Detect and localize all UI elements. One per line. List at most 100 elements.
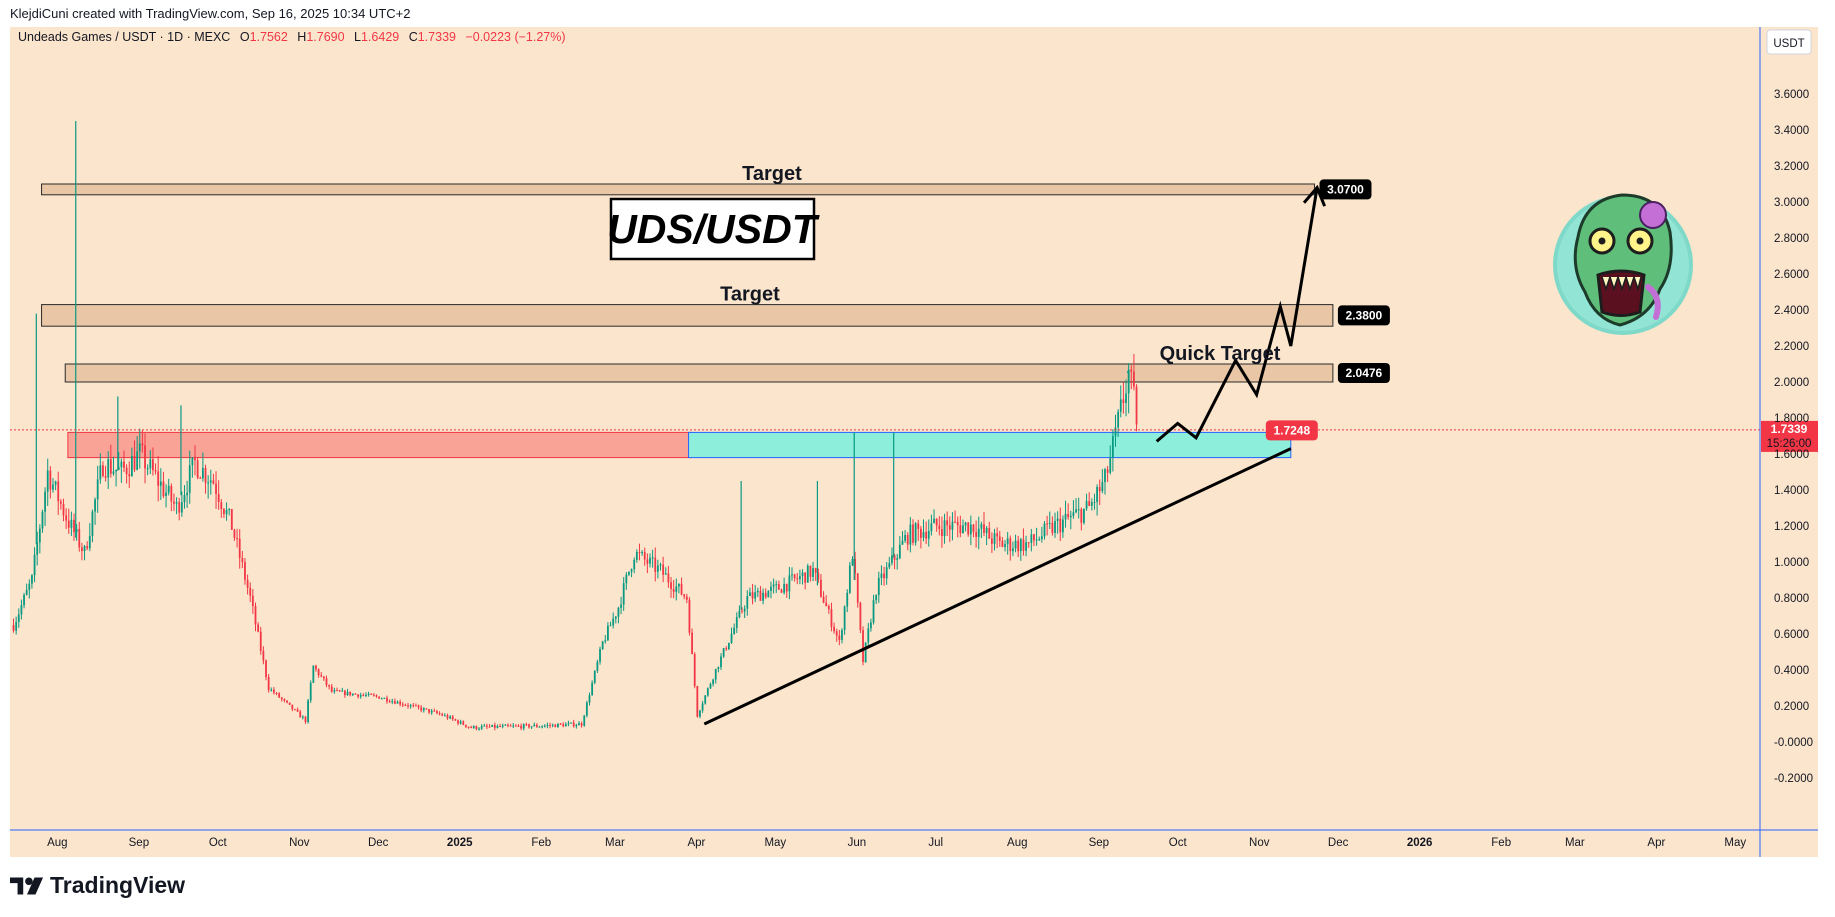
candle-body [1111,436,1114,458]
candle-body [801,572,804,576]
candle-body [217,494,220,503]
candle-body [906,534,909,545]
candle-body [251,595,254,607]
candle-body [70,519,73,528]
candle-body [777,584,780,590]
candle-body [562,724,565,727]
price-tick-label: 2.2000 [1774,341,1809,353]
candle-body [885,567,888,579]
candle-body [630,569,633,572]
candle-body [977,528,980,537]
candle-body [612,618,615,626]
chart-area[interactable]: Target 3.0700 Target 2.3800 Quick Target 2.04… [10,27,1818,857]
candle-body [441,714,444,716]
candle-body [486,725,488,727]
candle-body [317,669,320,676]
candle-body [312,665,315,683]
candle-body [688,599,691,633]
candle-body [725,648,728,650]
candle-body [549,725,551,727]
zone-price-tag [1265,420,1318,441]
candle-body [436,711,438,714]
price-chart[interactable]: Target 3.0700 Target 2.3800 Quick Target 2.04… [10,27,1818,857]
candle-body [480,726,483,729]
candle-body [1109,457,1112,473]
candle-body [359,695,362,697]
candle-body [338,690,341,692]
candle-body [367,693,370,695]
candle-body [601,641,604,649]
candle-body [1125,393,1127,403]
candle-body [262,650,265,661]
candle-body [901,540,904,545]
last-price-tag [1761,420,1818,452]
candle-body [296,709,299,712]
price-tick-label: 0.2000 [1774,701,1809,713]
candle-body [667,573,670,583]
candle-body [812,568,814,577]
candle-body [33,554,36,576]
candle-body [81,547,83,552]
candle-body [591,682,594,696]
annotations-layer: Target 3.0700 Target 2.3800 Quick Target 2.04… [10,163,1818,726]
candle-body [635,552,638,560]
candle-body [909,524,912,545]
legend-symbol: Undeads Games / USDT · 1D · MEXC [18,30,230,44]
time-tick-label: Feb [1491,837,1511,849]
price-axis[interactable]: 3.6000 3.4000 3.2000 3.0000 2.8000 2.6000 2.40… [1774,89,1813,785]
time-tick-label: Jun [848,837,867,849]
candle-body [1133,371,1135,387]
candle-body [17,614,20,623]
candle-body [662,564,665,575]
candle-body [1077,509,1080,511]
zone-price-tag-label: 1.7248 [1273,423,1310,437]
candle-body [1080,509,1083,523]
candle-body [746,596,749,609]
candle-body [756,590,759,593]
currency-box[interactable] [1766,29,1812,55]
candle-body [859,602,862,631]
candle-body [578,723,580,726]
candle-body [128,474,131,477]
candle-body [956,521,959,526]
candle-body [930,523,933,532]
candle-body [877,577,880,596]
candle-body [580,723,583,726]
candle-body [735,617,738,628]
candle-body [833,626,835,632]
candle-body [152,459,154,471]
candle-body [543,725,546,727]
candle-body [38,528,41,543]
candle-body [717,667,720,669]
chart-credit: KlejdiCuni created with TradingView.com,… [10,6,411,21]
candle-body [972,524,975,533]
candle-body [862,630,864,663]
candle-body [567,723,570,725]
candle-body [1067,513,1070,518]
ohlc-legend: Undeads Games / USDT · 1D · MEXC O1.7562… [18,30,566,44]
zone-price-tag [1319,179,1372,200]
time-tick-label: Aug [47,837,67,849]
legend-low-label: L [354,30,361,44]
candle-body [49,470,52,490]
candle-body [651,557,654,559]
candle-body [1130,369,1133,372]
candle-body [593,670,596,683]
candle-body [588,695,591,703]
candle-body [791,574,793,576]
candle-body [120,461,123,468]
candle-body [162,481,165,497]
candle-body [670,582,672,589]
tradingview-logo[interactable]: TradingView [10,872,185,899]
candle-body [988,527,991,539]
candle-body [304,716,307,723]
candle-body [365,694,367,696]
candle-body [817,572,820,580]
candle-body [683,594,686,597]
time-tick-label: Aug [1007,837,1027,849]
candle-body [191,457,194,466]
time-axis[interactable]: Aug Sep Oct Nov Dec 2025 Feb Mar Apr May Jun Jul Aug… [47,837,1746,849]
candle-body [528,724,530,728]
candle-body [843,606,846,631]
candle-body [783,583,786,593]
